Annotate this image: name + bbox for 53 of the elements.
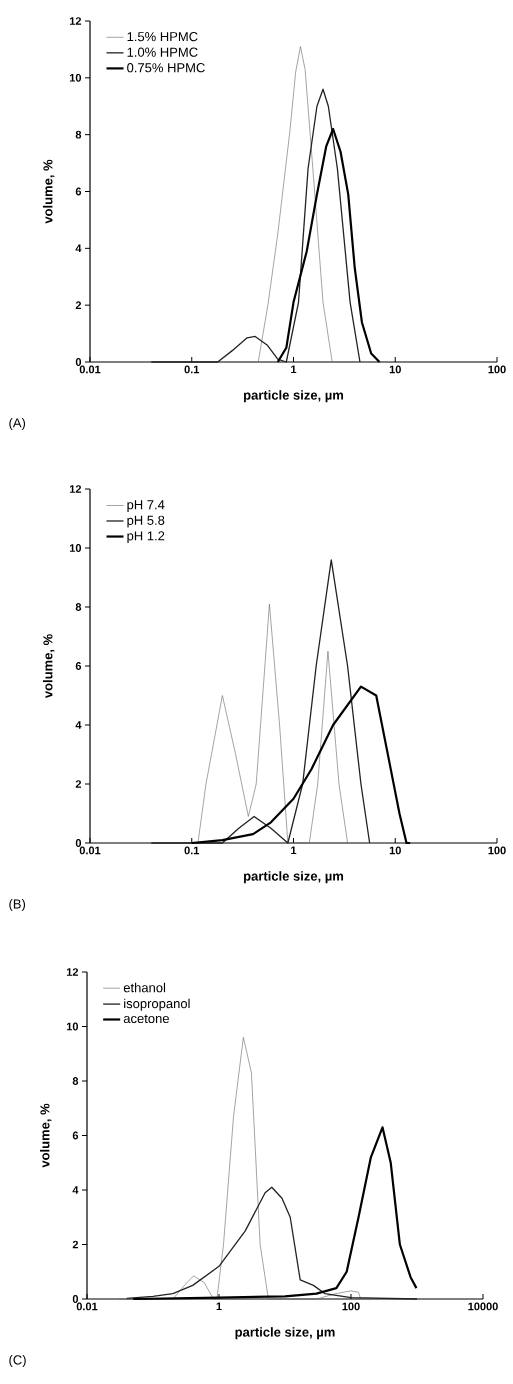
- legend-label: ethanol: [123, 982, 166, 993]
- y-axis-title: volume, %: [39, 1103, 52, 1168]
- y-tick-label: 10: [69, 73, 82, 82]
- y-tick-label: 0: [72, 1295, 79, 1303]
- x-tick-label: 0.01: [79, 365, 101, 374]
- y-tick-label: 6: [75, 187, 82, 196]
- legend-label: pH 7.4: [127, 500, 165, 512]
- y-tick-label: 10: [69, 544, 82, 552]
- y-tick-label: 10: [66, 1022, 79, 1031]
- y-tick-label: 4: [75, 244, 82, 253]
- y-tick-label: 0: [75, 358, 82, 366]
- y-tick-label: 2: [72, 1240, 79, 1249]
- y-tick-label: 12: [69, 17, 82, 25]
- text: (C): [9, 1354, 26, 1368]
- y-tick-label: 6: [75, 662, 82, 670]
- x-tick-label: 0.01: [76, 1302, 98, 1311]
- y-tick-label: 2: [75, 301, 82, 310]
- y-axis-title: volume, %: [42, 159, 55, 224]
- x-tick-label: 100: [488, 365, 506, 374]
- y-tick-label: 6: [72, 1131, 79, 1140]
- y-tick-label: 0: [75, 839, 82, 847]
- text: (B): [9, 898, 26, 912]
- y-axis-title: volume, %: [42, 634, 55, 699]
- y-tick-label: 4: [72, 1186, 79, 1194]
- legend-label: 1.5% HPMC: [127, 32, 198, 42]
- x-tick-label: 1: [216, 1302, 222, 1311]
- y-tick-label: 2: [75, 780, 82, 788]
- x-tick-label: 0.1: [184, 846, 200, 855]
- x-axis-title: particle size, µm: [235, 1327, 335, 1340]
- legend-label: 1.0% HPMC: [127, 47, 198, 57]
- legend-label: pH 5.8: [127, 515, 165, 528]
- x-tick-label: 100: [342, 1302, 360, 1311]
- x-tick-label: 10000: [468, 1302, 498, 1311]
- x-tick-label: 1: [291, 846, 297, 855]
- legend-label: 0.75% HPMC: [127, 63, 205, 73]
- legend-label: pH 1.2: [127, 531, 165, 544]
- legend-label: isopropanol: [124, 998, 190, 1011]
- x-tick-label: 1: [291, 365, 297, 374]
- x-tick-label: 10: [389, 846, 401, 855]
- y-tick-label: 8: [75, 130, 82, 139]
- text: (A): [9, 417, 26, 431]
- legend-label: acetone: [123, 1014, 169, 1024]
- y-tick-label: 12: [69, 485, 82, 493]
- y-tick-label: 4: [75, 721, 82, 729]
- y-tick-label: 12: [66, 968, 79, 976]
- x-tick-label: 10: [389, 365, 401, 374]
- y-tick-label: 8: [75, 603, 82, 611]
- x-axis-title: particle size, µm: [244, 390, 344, 403]
- x-axis-title: particle size, µm: [244, 871, 344, 884]
- x-tick-label: 100: [488, 846, 506, 855]
- x-tick-label: 0.01: [79, 846, 101, 855]
- y-tick-label: 8: [72, 1077, 79, 1085]
- x-tick-label: 0.1: [184, 365, 200, 374]
